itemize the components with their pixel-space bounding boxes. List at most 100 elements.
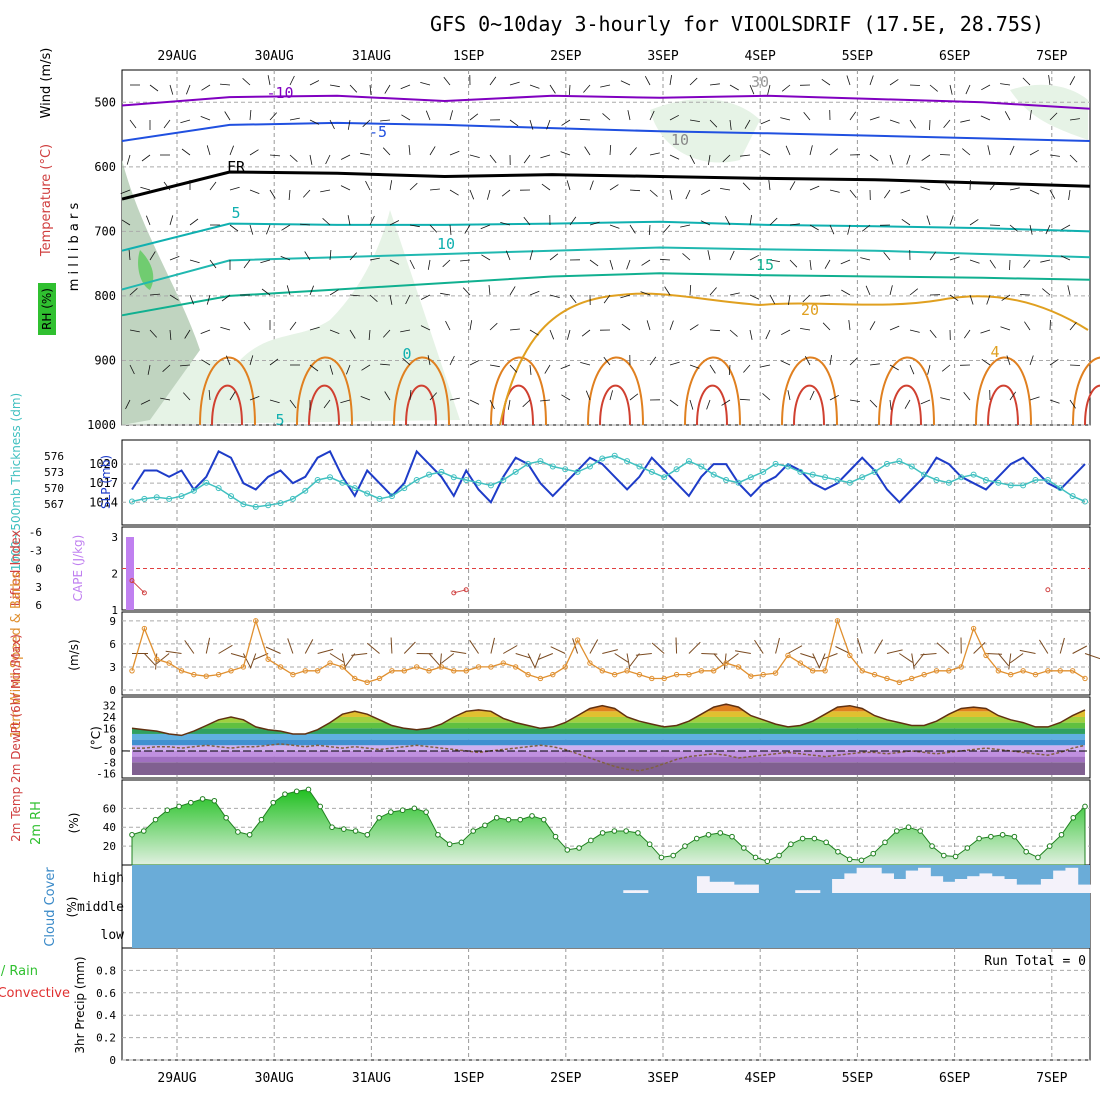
wind-speed-point xyxy=(327,660,333,666)
thickness-point xyxy=(512,468,519,475)
rh-point xyxy=(752,854,759,861)
wind-barb xyxy=(708,154,711,165)
wind-barb xyxy=(1049,112,1058,121)
wind-barb xyxy=(781,84,791,92)
wind-barb xyxy=(462,287,471,296)
wind-barb xyxy=(184,329,191,339)
wind-barb xyxy=(509,364,518,373)
wind-barb xyxy=(581,329,591,337)
wind-barb xyxy=(249,355,254,366)
wind-barb xyxy=(269,358,279,366)
warm-contour xyxy=(975,356,1032,426)
wind-speed-point xyxy=(265,656,271,662)
temp-series-line xyxy=(131,703,1086,737)
wind-speed-point xyxy=(810,668,816,674)
wind-barb xyxy=(522,399,531,408)
wind-barb xyxy=(802,294,811,303)
rh-point xyxy=(564,847,571,853)
wind-barb xyxy=(627,110,631,121)
wind-barb xyxy=(829,355,832,366)
wind-barb xyxy=(529,250,533,261)
wind-speed-point xyxy=(314,668,321,674)
wind-speed-point xyxy=(797,660,804,666)
wind-barb xyxy=(701,189,711,196)
wind-barb xyxy=(742,182,751,191)
date-label-bottom: 29AUG xyxy=(157,1071,196,1086)
rh-point xyxy=(129,831,135,838)
date-label-top: 7SEP xyxy=(1036,49,1067,64)
rh-point xyxy=(646,841,653,848)
panel-frame-wd xyxy=(121,611,1091,696)
warm-contour-inner xyxy=(405,384,437,426)
cloud-unit-label: (%) xyxy=(65,897,79,918)
rh-point xyxy=(929,843,935,849)
wind-barb xyxy=(706,399,711,410)
wind-barb xyxy=(883,251,891,261)
thickness-point xyxy=(475,479,482,486)
wind-barb xyxy=(309,119,320,125)
wind-barb xyxy=(969,294,974,305)
surface-wind-barb xyxy=(800,653,816,659)
wind-barb xyxy=(129,329,140,333)
wind-barb xyxy=(169,329,172,341)
precip-side-label: 3hr Precip (mm) xyxy=(73,956,87,1053)
wind-speed-point xyxy=(413,664,420,670)
wind-barb xyxy=(249,149,259,156)
wind-barb xyxy=(940,397,951,401)
wind-speed-point xyxy=(191,671,197,678)
thickness-point xyxy=(908,463,915,470)
high-cloud-gap xyxy=(905,870,919,893)
rh-tick-label: 40 xyxy=(103,821,116,834)
wind-barb xyxy=(649,110,655,121)
wind-speed-point xyxy=(389,668,395,674)
wind-barb xyxy=(740,154,751,157)
wind-barb xyxy=(249,224,254,235)
rh-point xyxy=(364,831,371,838)
surface-wind-barb xyxy=(287,638,294,654)
wind-barb xyxy=(299,223,311,226)
wind-barb xyxy=(809,145,813,156)
wind-barb xyxy=(709,287,717,296)
thickness-point xyxy=(388,493,395,500)
thickness-point xyxy=(178,493,185,500)
thickness-point xyxy=(772,460,779,467)
wind-barb xyxy=(669,114,679,121)
high-cloud-gap xyxy=(795,890,809,893)
thickness-point xyxy=(562,466,569,473)
rh-point xyxy=(529,813,535,819)
rh-point xyxy=(376,814,382,821)
wind-barb xyxy=(500,222,511,226)
wind-barb xyxy=(309,154,313,165)
wind-barb xyxy=(449,110,453,121)
wind-speed-point xyxy=(562,664,568,670)
thickness-point xyxy=(822,474,829,481)
wind-barb xyxy=(963,391,971,401)
wind-barb xyxy=(861,224,871,232)
date-label-top: 29AUG xyxy=(157,49,196,64)
wind-barb xyxy=(460,259,471,262)
rh-point xyxy=(199,796,206,802)
chart-title: GFS 0~10day 3-hourly for VIOOLSDRIF (17.… xyxy=(430,12,1044,36)
wind-barb xyxy=(469,360,480,366)
wind-barb xyxy=(889,119,900,124)
wind-barb xyxy=(561,394,571,401)
slp-series-line xyxy=(131,449,1086,505)
high-cloud-gap xyxy=(942,881,956,893)
contour-label: -5 xyxy=(369,123,387,141)
wind-speed-point xyxy=(352,675,358,682)
rh-point xyxy=(870,850,877,857)
surface-wind-barb xyxy=(614,653,629,663)
wind-barb xyxy=(128,249,131,261)
rh-tick-label: 60 xyxy=(103,802,116,815)
thickness-point xyxy=(760,468,767,475)
wind-barb xyxy=(289,399,297,409)
rh-point xyxy=(470,828,476,834)
temp-tick-label: 8 xyxy=(109,734,116,747)
wind-barb xyxy=(949,294,959,302)
temp-color-band xyxy=(132,750,1085,757)
thickness-point xyxy=(450,474,457,481)
wind-speed-point xyxy=(1069,668,1076,674)
wind-barb xyxy=(663,224,671,233)
temp-color-band xyxy=(132,722,1085,729)
wind-speed-point xyxy=(1020,668,1026,674)
